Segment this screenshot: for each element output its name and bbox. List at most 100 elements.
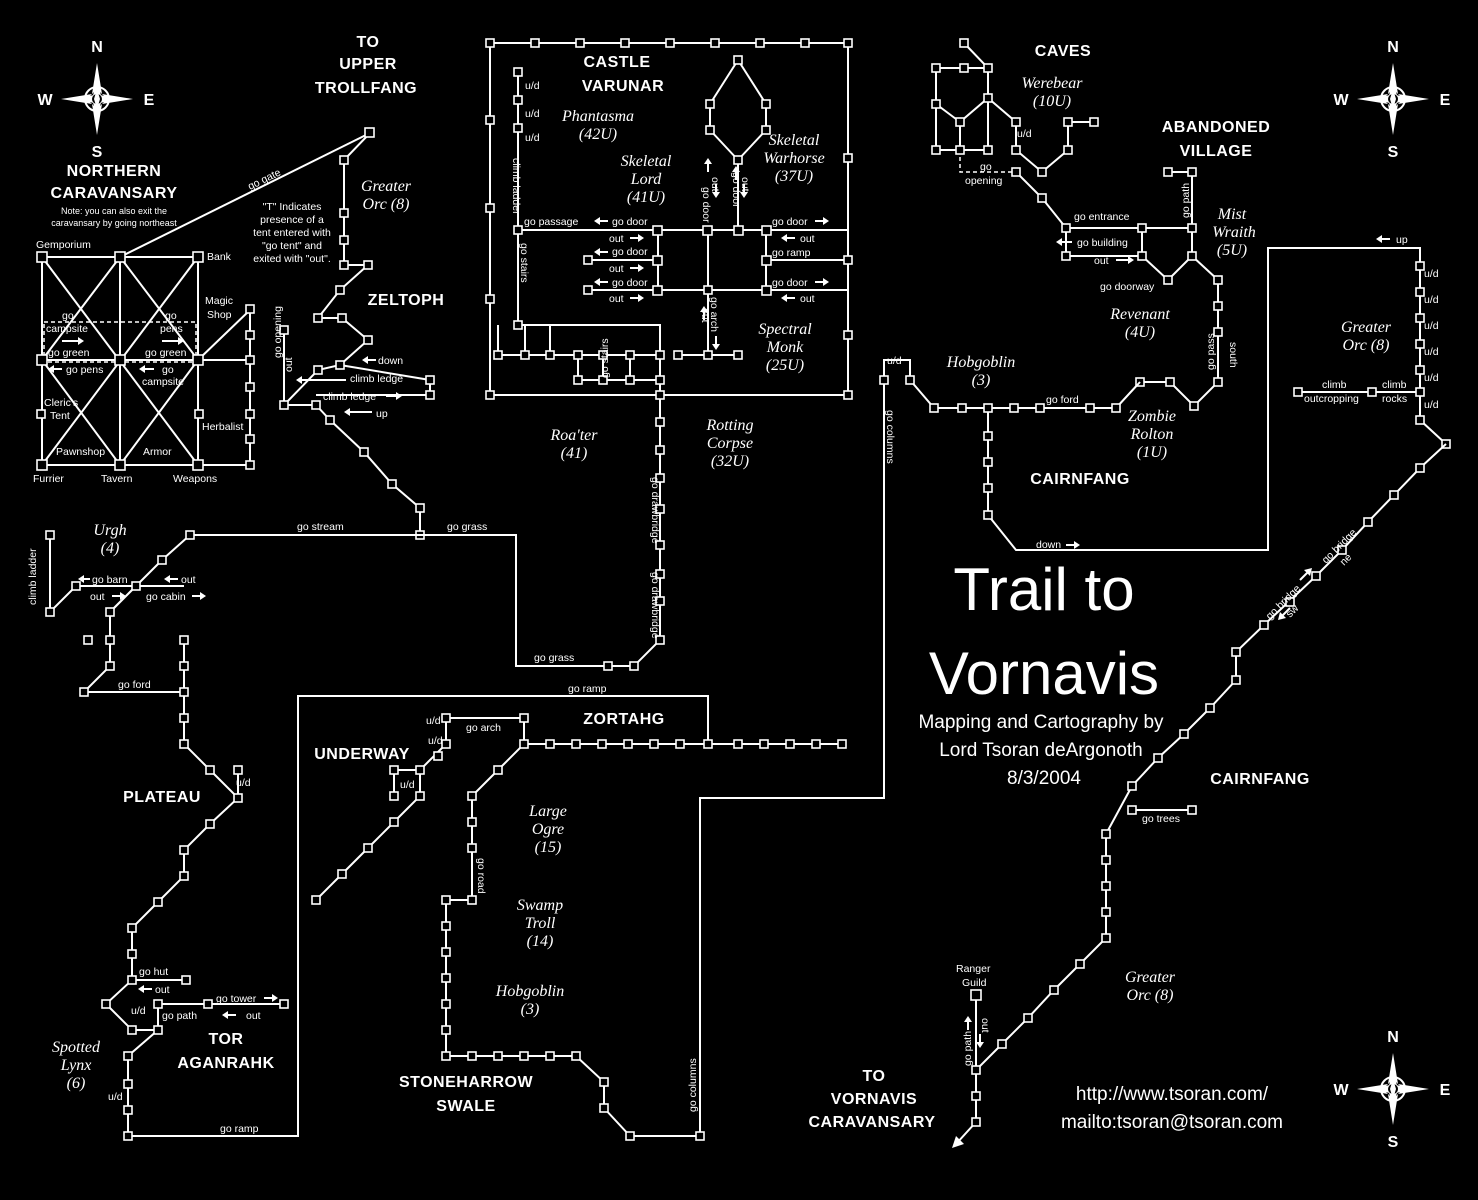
skeletal-lord-level: (41U) [627,189,665,206]
hobgoblin-south-label: Hobgoblin [495,983,564,1000]
compass-s: S [92,144,103,161]
go-road-label: go road [475,858,487,894]
zombie-rolton-label-2: Rolton [1130,426,1174,443]
mist-wraith-label-2: Wraith [1212,224,1256,241]
go-pens-bottom-label: go pens [66,364,103,376]
go-drawbridge-label-2: go drawbridge [649,572,661,639]
skeletal-warhorse-label: Skeletal [769,132,820,149]
zombie-rolton-level: (1U) [1137,444,1167,461]
go-door-right-2: go door [772,277,808,289]
go-pens-label-2: pens [160,323,183,335]
ud-tor-label-2: u/d [108,1091,123,1103]
urgh-level: (4) [101,540,120,557]
out-castle-2: out [609,263,624,275]
mist-wraith-level: (5U) [1217,242,1247,259]
email-link[interactable]: mailto:tsoran@tsoran.com [1061,1112,1283,1133]
credits-line-2: Lord Tsoran deArgonoth [939,740,1143,761]
go-door-label-1: go door [612,216,648,228]
climb-rocks-label-2: rocks [1382,393,1407,405]
hobgoblin-north-label: Hobgoblin [946,354,1015,371]
ud-tor-label-1: u/d [131,1005,146,1017]
spectral-monk-label: Spectral [758,321,812,338]
compass-nw: N S W E [37,39,154,161]
swamp-troll-label-2: Troll [525,915,556,932]
spotted-lynx-label: Spotted [52,1039,101,1056]
go-arch-castle-label: go arch [708,297,720,332]
credits-line-3: 8/3/2004 [1007,768,1081,789]
caravansary-note-2: caravansary by going northeast [51,218,177,228]
out-urgh-label-2: out [90,591,105,603]
swamp-troll-label: Swamp [517,897,563,914]
magic-shop-label: Magic [205,295,233,307]
greater-orc-south-label-2: Orc (8) [1127,987,1174,1004]
castle-varunar-label: CASTLE [584,54,651,71]
go-cabin-label: go cabin [146,591,186,603]
up-zeltoph-label: up [376,408,388,420]
out-castle-1: out [609,233,624,245]
go-opening-label-2: opening [965,175,1003,187]
go-pass-label: go pass [1205,333,1217,370]
down-label: down [378,355,403,367]
spotted-lynx-label-2: Lynx [60,1057,92,1074]
cairnfang-south-label: CAIRNFANG [1210,771,1310,788]
go-hut-label: go hut [139,966,168,978]
go-gate-label: go gate [246,166,283,192]
ud-caves-label: u/d [1017,128,1032,140]
compass-w: W [37,92,53,109]
rotting-corpse-label: Rotting [705,417,753,434]
climb-outcropping-label-2: outcropping [1304,393,1359,405]
castle-varunar: u/d u/d u/d climb ladder go stairs go pa… [485,38,853,400]
ud-zortahg-1: u/d [426,715,441,727]
werebear-label: Werebear [1021,75,1083,92]
to-upper-label: TO [357,34,380,51]
to-upper-label-3: TROLLFANG [315,80,417,97]
stoneharrow-label: STONEHARROW [399,1074,533,1091]
go-door-vertical-1: go door [700,187,712,223]
tent-note-1: "T" Indicates [263,201,322,213]
greater-orc-east-label-2: Orc (8) [1343,337,1390,354]
south-label: south [1227,342,1239,368]
credits-line-1: Mapping and Cartography by [918,712,1164,733]
tor-aganrahk-label: TOR [209,1031,244,1048]
ud-east-1: u/d [1424,268,1439,280]
large-ogre-level: (15) [535,839,562,856]
go-door-label-3: go door [612,277,648,289]
caravansary-arrows [48,337,184,373]
out-right-2: out [800,293,815,305]
go-columns-south-label: go columns [687,1058,699,1112]
go-pens-label: go [165,310,177,322]
go-passage-label: go passage [524,216,578,228]
underway-label: UNDERWAY [314,746,410,763]
hobgoblin-north-level: (3) [972,372,991,389]
cairnfang-north: u/d go ford down go columns up u/d u/d u… [699,234,1451,1136]
monster-labels: Phantasma (42U) Skeletal Lord (41U) Skel… [52,75,1392,1092]
skeletal-lord-label-2: Lord [630,171,663,188]
clerics-tent-label-2: Tent [50,410,70,422]
out-tor-label-2: out [246,1010,261,1022]
go-drawbridge-label: go drawbridge [649,477,661,544]
caravansary-note: Note: you can also exit the [61,206,167,216]
ud-east-3: u/d [1424,320,1439,332]
compass-rose-icon [1357,1053,1429,1125]
climb-ladder-urgh-label: climb ladder [27,548,39,605]
skeletal-warhorse-level: (37U) [775,168,813,185]
gemporium-label: Gemporium [36,239,91,251]
roater-label: Roa'ter [550,427,599,444]
to-vornavis-label: TO [863,1068,886,1085]
swamp-troll-level: (14) [527,933,554,950]
go-stairs-castle-2: go stairs [599,338,611,378]
spectral-monk-level: (25U) [766,357,804,374]
go-opening-zeltoph-label: go opening [272,306,284,358]
werebear-level: (10U) [1033,93,1071,110]
compass-e: E [144,92,155,109]
compass-w: W [1333,1082,1349,1099]
ud-east-2: u/d [1424,294,1439,306]
out-zeltoph-label: out [283,357,295,372]
out-village-label: out [1094,255,1109,267]
go-entrance-label: go entrance [1074,211,1130,223]
tavern-label: Tavern [101,473,133,485]
to-vornavis-label-2: VORNAVIS [831,1091,917,1108]
castle-rooms [485,38,853,400]
website-link[interactable]: http://www.tsoran.com/ [1076,1084,1269,1105]
